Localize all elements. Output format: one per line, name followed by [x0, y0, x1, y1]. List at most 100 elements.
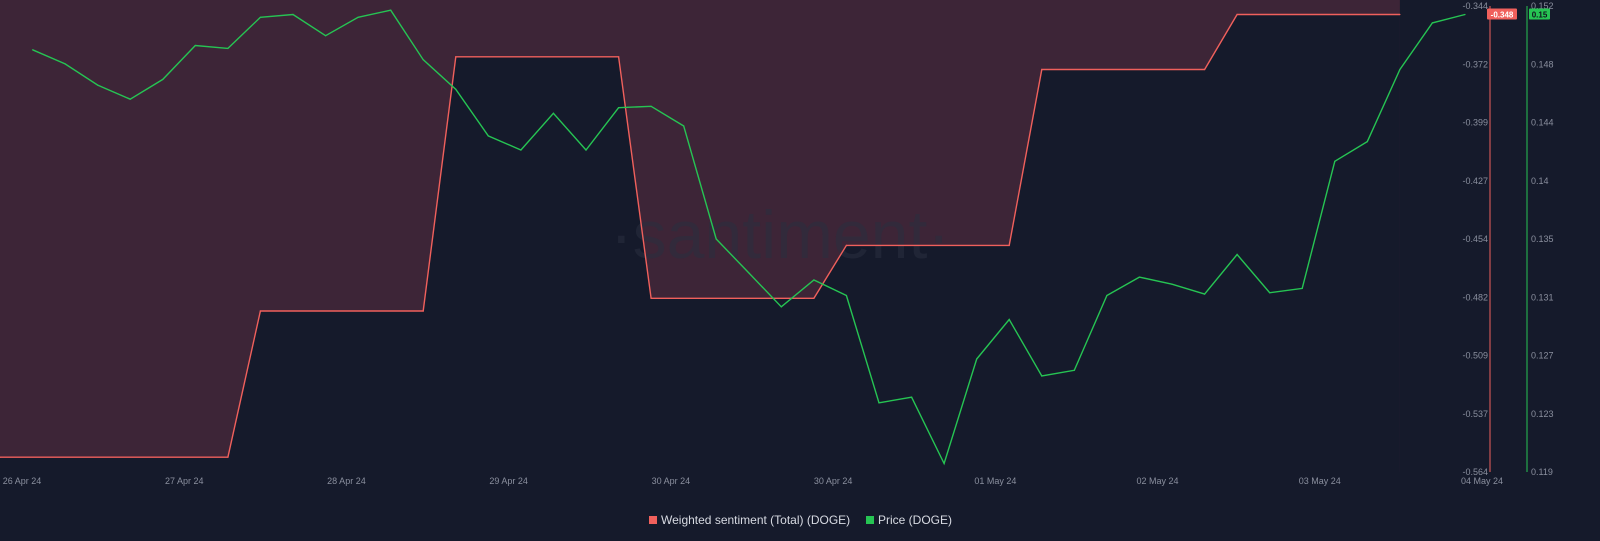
price-point: [813, 279, 815, 281]
sentiment-point: [845, 244, 848, 246]
price-point: [1106, 294, 1108, 297]
price-point: [422, 59, 424, 61]
price-point: [1171, 283, 1173, 285]
sentiment-current-badge: -0.348: [1487, 8, 1517, 20]
price-point: [943, 462, 945, 465]
left-axis-tick: -0.509: [1462, 351, 1488, 361]
right-axis-tick: 0.127: [1531, 351, 1554, 361]
price-point: [976, 358, 978, 360]
sentiment-point: [1399, 13, 1401, 16]
sentiment-point: [1236, 13, 1238, 16]
price-badge-box: [1529, 8, 1550, 20]
price-point: [618, 107, 620, 109]
x-axis-tick: 27 Apr 24: [165, 476, 204, 486]
legend-label: Price (DOGE): [878, 513, 952, 527]
sentiment-point: [650, 297, 652, 299]
price-point: [878, 402, 880, 404]
price-point: [227, 47, 229, 50]
legend-label: Weighted sentiment (Total) (DOGE): [661, 513, 850, 527]
sentiment-badge-box: [1487, 8, 1517, 20]
x-axis-tick: 30 Apr 24: [652, 476, 691, 486]
sentiment-point: [618, 56, 620, 58]
left-axis-tick: -0.399: [1462, 118, 1488, 128]
price-point: [1399, 68, 1401, 71]
series-weighted-sentiment[interactable]: [0, 13, 1400, 458]
price-point: [911, 396, 913, 398]
price-point: [683, 125, 685, 127]
right-axis-tick: 0.135: [1531, 234, 1554, 244]
price-current-badge: 0.15: [1529, 8, 1550, 20]
price-point: [748, 272, 750, 274]
price-point: [1236, 253, 1238, 256]
legend-item-weighted-sentiment[interactable]: Weighted sentiment (Total) (DOGE): [649, 513, 850, 527]
sentiment-point: [227, 456, 229, 458]
price-point: [1041, 375, 1043, 377]
price-point: [1334, 160, 1336, 162]
x-axis-tick: 03 May 24: [1299, 476, 1341, 486]
sentiment-point: [0, 456, 1, 458]
price-point: [292, 13, 294, 16]
price-point: [1366, 141, 1368, 143]
price-point: [455, 88, 457, 90]
price-point: [64, 63, 66, 65]
right-axis-tick: 0.131: [1531, 292, 1554, 302]
price-point: [650, 105, 652, 107]
price-point: [390, 9, 392, 11]
right-axis-tick: 0.148: [1531, 59, 1554, 69]
price-point: [780, 306, 782, 308]
x-axis-tick: 02 May 24: [1137, 476, 1179, 486]
price-point: [1008, 318, 1010, 321]
left-axis-tick: -0.427: [1462, 176, 1488, 186]
price-point: [487, 135, 489, 137]
price-point: [194, 44, 196, 47]
price-point: [1269, 292, 1271, 294]
legend-swatch: [866, 516, 874, 524]
price-point: [520, 149, 522, 151]
legend-swatch: [649, 516, 657, 524]
price-point: [31, 49, 34, 51]
right-axis-tick: 0.144: [1531, 118, 1554, 128]
sentiment-point: [422, 310, 424, 312]
sentiment-point: [455, 56, 457, 58]
sentiment-point: [1041, 68, 1043, 71]
right-axis-tick: 0.152: [1531, 1, 1554, 11]
sentiment-badge-label: -0.348: [1491, 10, 1514, 19]
left-axis-tick: -0.564: [1462, 467, 1488, 477]
x-axis-tick: 26 Apr 24: [3, 476, 42, 486]
left-axis-tick: -0.454: [1462, 234, 1488, 244]
axes-layer: [1489, 6, 1528, 472]
price-point: [259, 16, 261, 18]
legend-item-price[interactable]: Price (DOGE): [866, 513, 952, 527]
left-axis-tick: -0.537: [1462, 409, 1488, 419]
x-axis-tick: 28 Apr 24: [327, 476, 366, 486]
sentiment-area-layer: [0, 0, 1400, 472]
left-axis-tick: -0.372: [1462, 59, 1488, 69]
right-axis-tick: 0.123: [1531, 409, 1554, 419]
price-point: [585, 149, 587, 151]
sentiment-point: [259, 310, 261, 312]
price-point: [552, 112, 555, 114]
price-point: [1464, 13, 1466, 16]
price-point: [1431, 22, 1433, 24]
sentiment-point: [813, 297, 815, 299]
price-point: [129, 98, 131, 100]
left-axis-tick: -0.482: [1462, 292, 1488, 302]
left-axis-tick: -0.344: [1462, 1, 1488, 11]
santiment-watermark: ·santiment·: [610, 197, 950, 273]
price-point: [1073, 369, 1075, 371]
legend[interactable]: Weighted sentiment (Total) (DOGE) Price (…: [649, 513, 952, 527]
price-point: [845, 294, 848, 297]
price-point: [97, 84, 99, 86]
right-axis-tick: 0.14: [1531, 176, 1549, 186]
right-axis-tick: 0.119: [1531, 467, 1553, 477]
price-point: [162, 78, 164, 80]
price-point: [1204, 293, 1206, 295]
price-point: [1138, 276, 1140, 278]
x-axis-tick: 29 Apr 24: [489, 476, 528, 486]
tick-labels-layer: -0.344 -0.372 -0.399 -0.427 -0.454 -0.482 -0.5…: [3, 1, 1554, 486]
sentiment-lower-fill: [0, 14, 1400, 472]
x-axis-tick: 30 Apr 24: [814, 476, 853, 486]
price-point: [715, 238, 717, 240]
price-point: [357, 16, 359, 18]
